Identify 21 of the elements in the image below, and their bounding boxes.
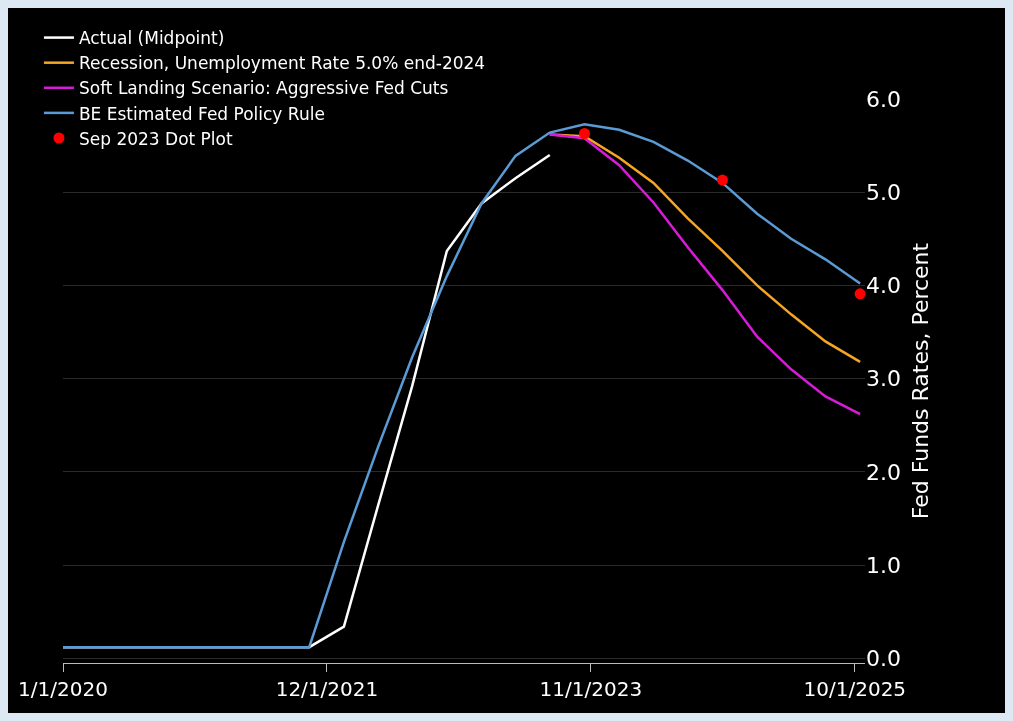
y-tick-label: 0.0 xyxy=(866,646,901,672)
y-tick-label: 4.0 xyxy=(866,273,901,299)
legend-label: Recession, Unemployment Rate 5.0% end-2024 xyxy=(78,53,486,74)
line-series xyxy=(63,122,862,649)
point xyxy=(854,288,866,300)
legend-label: Actual (Midpoint) xyxy=(78,28,225,49)
x-tick-label: 11/1/2023 xyxy=(539,677,643,701)
legend-label: BE Estimated Fed Policy Rule xyxy=(78,103,325,124)
x-tick-label: 12/1/2021 xyxy=(275,677,379,701)
x-tick-label: 1/1/2020 xyxy=(18,677,108,701)
point xyxy=(716,174,728,186)
x-tick-label: 10/1/2025 xyxy=(803,677,907,701)
point xyxy=(578,127,590,139)
y-tick-label: 5.0 xyxy=(866,179,901,205)
y-tick-label: 6.0 xyxy=(866,86,901,112)
y-tick-label: 3.0 xyxy=(866,366,901,392)
legend-label: Sep 2023 Dot Plot xyxy=(78,128,233,149)
y-tick-label: 2.0 xyxy=(866,459,901,485)
y-tick-label: 1.0 xyxy=(866,552,901,578)
y-axis-title: Fed Funds Rates, Percent xyxy=(907,242,933,520)
legend-label: Soft Landing Scenario: Aggressive Fed Cuts xyxy=(78,78,449,99)
